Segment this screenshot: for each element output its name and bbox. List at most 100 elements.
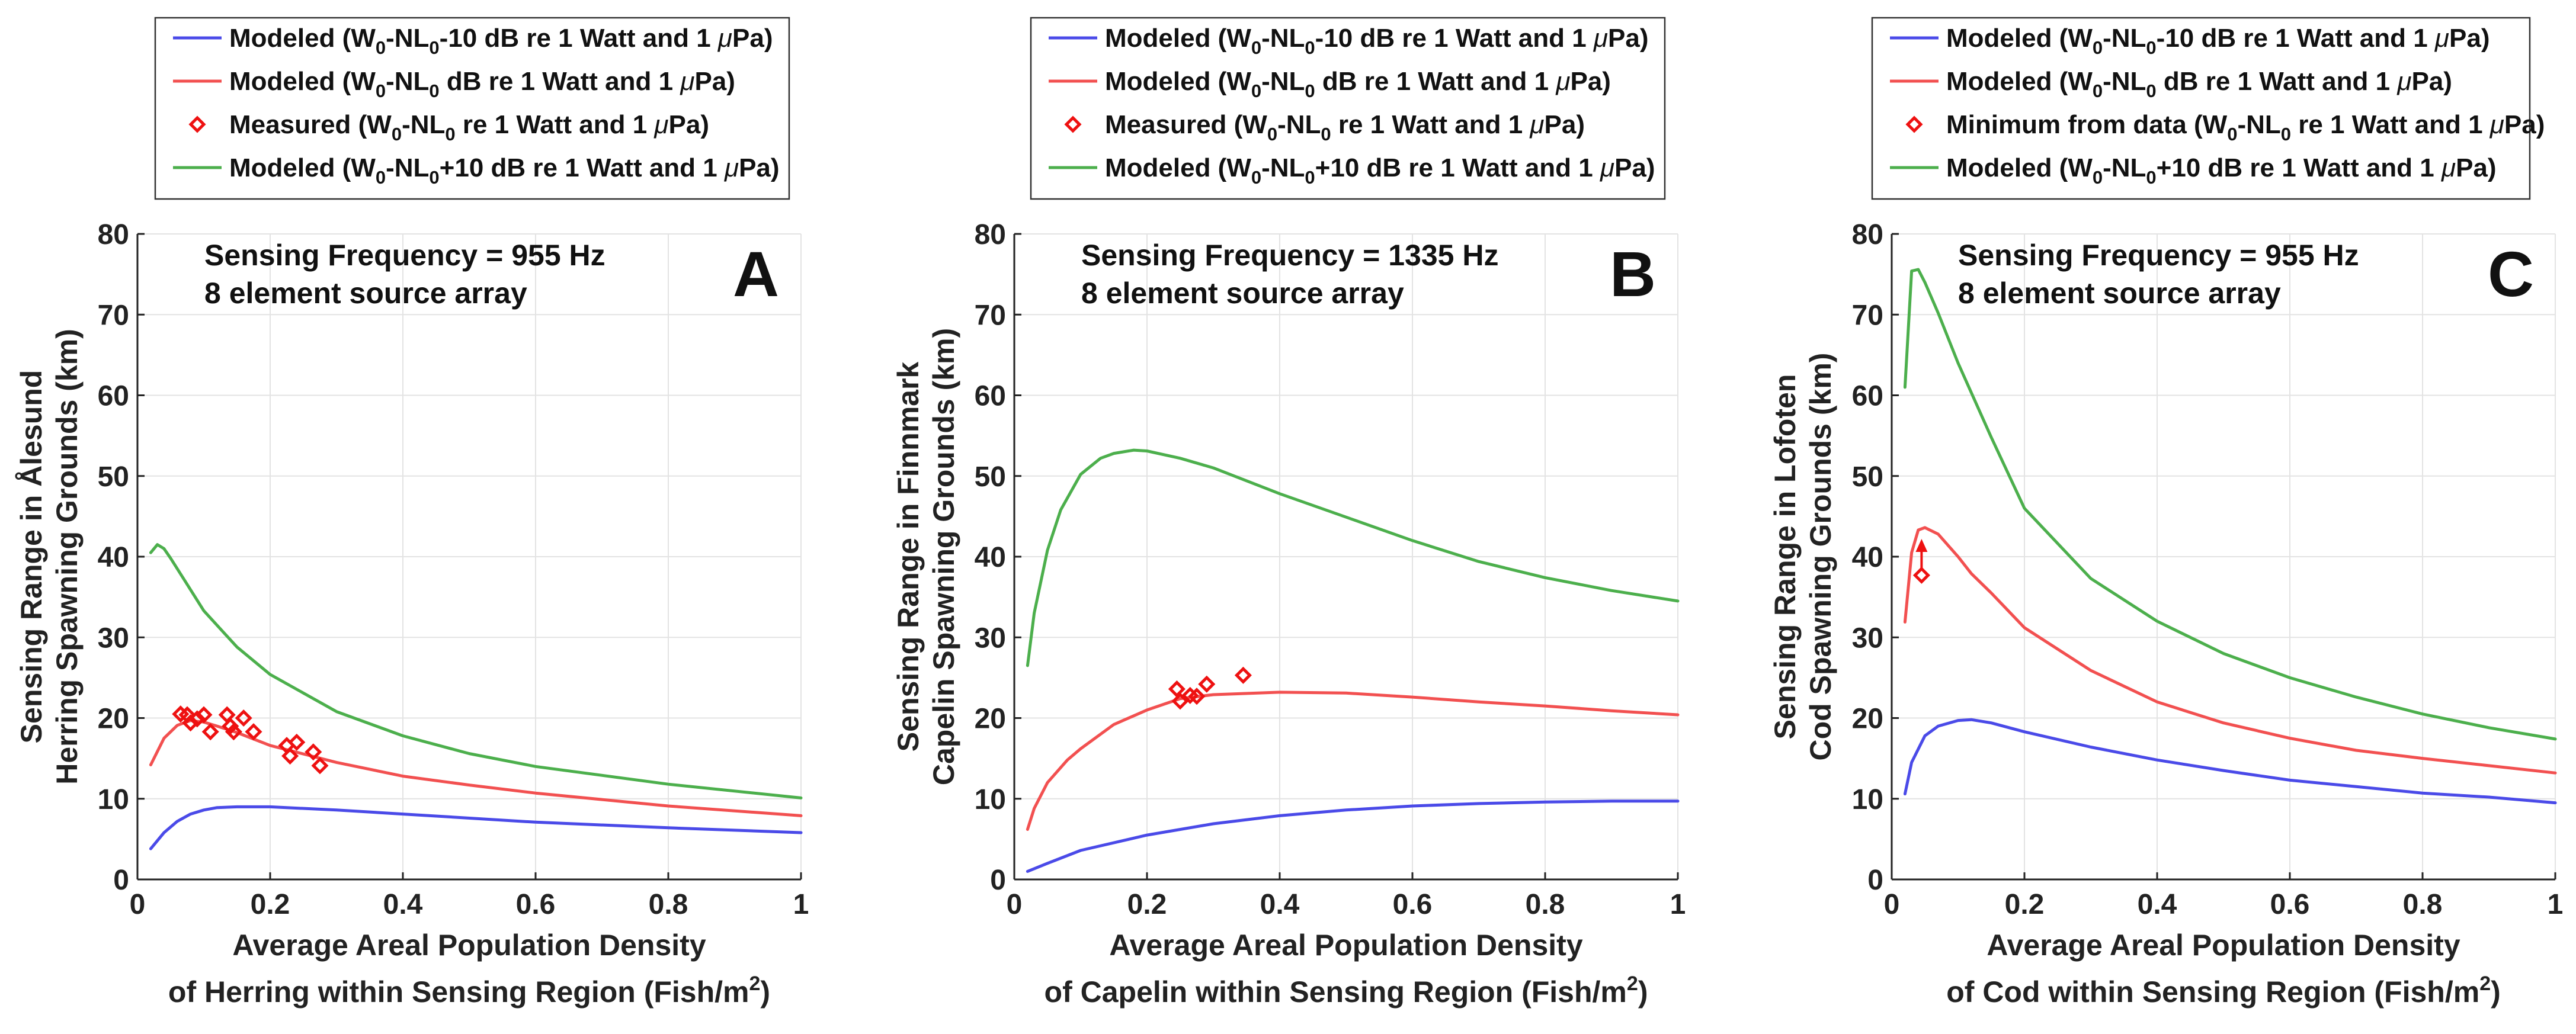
minimum-arrow-head xyxy=(1915,539,1928,553)
measured-point xyxy=(1188,688,1206,705)
x-tick-label: 0 xyxy=(130,889,146,920)
legend-label: Measured (W0-NL0 re 1 Watt and 1 μPa) xyxy=(229,110,709,144)
legend-label: Modeled (W0-NL0 dB re 1 Watt and 1 μPa) xyxy=(1946,67,2452,101)
legend-label-part: -NL xyxy=(2237,110,2280,139)
legend-label-part: 0 xyxy=(2281,124,2291,144)
legend-label-part: Minimum from data (W xyxy=(1946,110,2228,139)
legend-label: Modeled (W0-NL0 dB re 1 Watt and 1 μPa) xyxy=(1105,67,1611,101)
legend-label-part: μ xyxy=(1600,153,1614,182)
legend-swatch-marker xyxy=(1064,115,1082,133)
x-axis-label-sup: 2 xyxy=(2479,972,2491,995)
legend-label-part: 0 xyxy=(1251,167,1261,188)
legend-label-part: Pa) xyxy=(739,153,779,182)
legend-label-part: -10 dB re 1 Watt and 1 xyxy=(1315,24,1594,53)
measured-point xyxy=(1198,675,1216,693)
legend-label-part: 0 xyxy=(392,124,402,144)
legend-label-part: Pa) xyxy=(669,110,709,139)
series-line-plus-10db xyxy=(149,543,803,799)
legend-panel-a: Modeled (W0-NL0-10 dB re 1 Watt and 1 μP… xyxy=(154,17,790,200)
measured-point xyxy=(281,747,299,765)
legend-panel-c: Modeled (W0-NL0-10 dB re 1 Watt and 1 μP… xyxy=(1871,17,2545,200)
legend-label-part: 0 xyxy=(376,81,386,101)
data-markers xyxy=(172,705,329,775)
y-tick-label: 0 xyxy=(113,865,129,896)
x-axis-label-line1: Average Areal Population Density xyxy=(1987,929,2460,962)
legend-label-part: μ xyxy=(680,67,694,96)
legend-label: Minimum from data (W0-NL0 re 1 Watt and … xyxy=(1946,110,2545,144)
y-tick-label: 30 xyxy=(975,622,1006,654)
x-tick-label: 0.8 xyxy=(649,889,688,920)
panel-letter: B xyxy=(1610,238,1656,310)
legend-label-part: Modeled (W xyxy=(229,153,376,182)
legend-label-part: -NL xyxy=(2103,67,2146,96)
legend-label-part: 0 xyxy=(445,124,455,144)
legend-label-part: 0 xyxy=(1251,37,1261,58)
x-axis-label-sup: 2 xyxy=(1627,972,1638,995)
legend-label-part: Modeled (W xyxy=(1105,67,1251,96)
legend-label: Modeled (W0-NL0-10 dB re 1 Watt and 1 μP… xyxy=(229,24,773,58)
gridlines xyxy=(1892,233,2556,879)
x-axis-label-line1: Average Areal Population Density xyxy=(232,929,706,962)
legend-box xyxy=(1030,17,1666,200)
y-axis-label-line2: Cod Spawning Grounds (km) xyxy=(1804,353,1837,761)
legend-label-part: μ xyxy=(717,24,732,53)
legend-label-part: Pa) xyxy=(732,24,773,53)
gridlines xyxy=(1014,233,1678,879)
y-tick-label: 60 xyxy=(1852,381,1883,412)
legend-label-part: μ xyxy=(2490,110,2504,139)
legend-label-part: +10 dB re 1 Watt and 1 xyxy=(1315,153,1600,182)
series-line-plus-10db xyxy=(1026,448,1680,667)
y-axis-label-line1: Sensing Range in Lofoten xyxy=(1768,374,1802,740)
x-tick-label: 0.4 xyxy=(383,889,423,920)
legend-label-part: dB re 1 Watt and 1 xyxy=(440,67,681,96)
y-axis-label-line2: Herring Spawning Grounds (km) xyxy=(50,329,84,784)
legend-label: Modeled (W0-NL0 dB re 1 Watt and 1 μPa) xyxy=(229,67,735,101)
x-tick-label: 0.2 xyxy=(251,889,290,920)
legend-label-part: Pa) xyxy=(1614,153,1655,182)
legend-label-part: 0 xyxy=(2146,167,2156,188)
measured-point xyxy=(1234,666,1252,684)
x-tick-label: 0.6 xyxy=(2270,889,2310,920)
y-tick-label: 20 xyxy=(1852,704,1883,735)
legend-label: Measured (W0-NL0 re 1 Watt and 1 μPa) xyxy=(1105,110,1585,144)
x-axis-label-line1: Average Areal Population Density xyxy=(1109,929,1582,962)
legend-label-part: Pa) xyxy=(2504,110,2545,139)
legend-label: Modeled (W0-NL0+10 dB re 1 Watt and 1 μP… xyxy=(1946,153,2497,188)
measured-point xyxy=(182,714,200,732)
legend-label-part: +10 dB re 1 Watt and 1 xyxy=(440,153,725,182)
legend-label-part: 0 xyxy=(376,167,386,188)
legend-label: Modeled (W0-NL0-10 dB re 1 Watt and 1 μP… xyxy=(1105,24,1649,58)
y-tick-label: 80 xyxy=(98,219,129,251)
legend-label-part: 0 xyxy=(2227,124,2237,144)
y-axis-label-line1: Sensing Range in Finnmark xyxy=(892,362,925,752)
data-markers xyxy=(1168,666,1252,710)
series-line-minus-10db xyxy=(149,805,803,850)
measured-point xyxy=(245,723,262,741)
y-tick-label: 40 xyxy=(98,542,129,573)
measured-point xyxy=(225,723,242,741)
legend-box xyxy=(154,17,790,200)
panel-letter: A xyxy=(733,238,779,310)
legend-label-part: -10 dB re 1 Watt and 1 xyxy=(2157,24,2435,53)
legend-label-part: -NL xyxy=(2103,153,2146,182)
legend-label-part: Modeled (W xyxy=(1105,24,1251,53)
legend-label-part: dB re 1 Watt and 1 xyxy=(2157,67,2398,96)
legend-label-part: μ xyxy=(1593,24,1608,53)
legend-label-part: 0 xyxy=(1305,81,1315,101)
y-tick-label: 30 xyxy=(98,622,129,654)
y-tick-label: 50 xyxy=(1852,461,1883,493)
measured-point xyxy=(222,717,239,735)
x-axis-label-text: of Capelin within Sensing Region (Fish/m xyxy=(1045,975,1627,1009)
legend-label-part: 0 xyxy=(2146,81,2156,101)
measured-point xyxy=(288,733,306,751)
y-tick-label: 80 xyxy=(1852,219,1883,251)
panel-letter: C xyxy=(2488,238,2534,310)
legend-label-part: Pa) xyxy=(2449,24,2490,53)
y-tick-label: 10 xyxy=(98,784,129,815)
x-tick-label: 1 xyxy=(1670,889,1686,920)
legend-label-part: 0 xyxy=(1267,124,1277,144)
x-tick-label: 0.8 xyxy=(2403,889,2443,920)
